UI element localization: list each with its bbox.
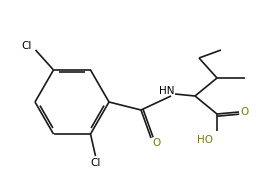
Text: Cl: Cl bbox=[90, 158, 101, 168]
Text: Cl: Cl bbox=[21, 41, 32, 51]
Text: O: O bbox=[152, 138, 160, 148]
Text: HO: HO bbox=[197, 135, 213, 145]
Text: HN: HN bbox=[159, 86, 174, 96]
Text: O: O bbox=[240, 107, 248, 117]
